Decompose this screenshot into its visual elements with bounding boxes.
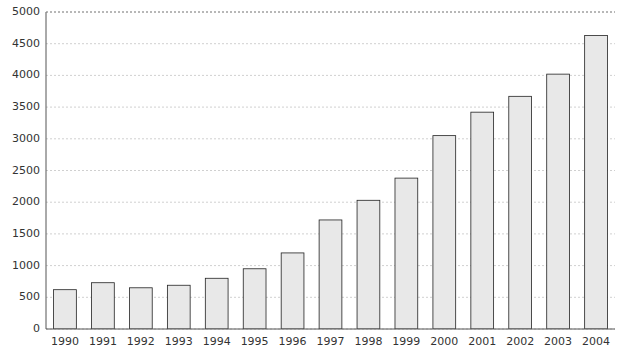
bar <box>319 220 342 329</box>
x-tick-label: 1991 <box>89 335 117 348</box>
x-axis-line <box>46 329 615 330</box>
top-border <box>46 12 615 13</box>
bar <box>205 278 228 329</box>
y-tick-label: 4000 <box>12 68 40 81</box>
x-tick-label: 1997 <box>317 335 345 348</box>
chart-svg: 0 500 1000 1500 2000 2500 3000 3500 4000 4500 5000… <box>0 0 627 357</box>
y-tick-label: 2000 <box>12 195 40 208</box>
bar <box>357 200 380 329</box>
y-tick-label: 500 <box>19 290 40 303</box>
x-tick-label: 2000 <box>430 335 458 348</box>
bar <box>281 253 304 329</box>
grid-line <box>46 75 615 76</box>
y-tick-labels: 0 500 1000 1500 2000 2500 3000 3500 4000 4500 5000 <box>12 5 40 335</box>
y-tick-label: 3500 <box>12 100 40 113</box>
x-tick-labels: 1990 1991 1992 1993 1994 1995 1996 1997 1998 1999… <box>51 335 610 348</box>
chart-container: 0 500 1000 1500 2000 2500 3000 3500 4000 4500 5000… <box>0 0 627 357</box>
bar <box>395 178 418 329</box>
axes <box>46 12 615 329</box>
bar <box>243 269 266 329</box>
x-tick-label: 1998 <box>354 335 382 348</box>
y-axis-line <box>46 12 47 329</box>
x-tick-label: 1994 <box>203 335 231 348</box>
x-tick-label: 2002 <box>506 335 534 348</box>
x-tick-label: 1993 <box>165 335 193 348</box>
x-tick-label: 1990 <box>51 335 79 348</box>
bars <box>54 35 608 329</box>
bar <box>129 288 152 329</box>
y-grid <box>46 12 615 329</box>
bar <box>54 290 77 329</box>
y-tick-label: 5000 <box>12 5 40 18</box>
bar <box>167 285 190 329</box>
bar <box>92 283 115 329</box>
grid-line <box>46 12 615 13</box>
y-tick-label: 2500 <box>12 164 40 177</box>
grid-line <box>46 43 615 44</box>
grid-line <box>46 329 615 330</box>
x-tick-label: 1995 <box>241 335 269 348</box>
y-tick-label: 1500 <box>12 227 40 240</box>
x-tick-label: 1999 <box>392 335 420 348</box>
x-tick-label: 2004 <box>582 335 610 348</box>
bar <box>509 96 532 329</box>
x-tick-label: 1996 <box>279 335 307 348</box>
y-tick-label: 1000 <box>12 259 40 272</box>
bar <box>471 112 494 329</box>
y-tick-label: 0 <box>33 322 40 335</box>
bar <box>585 35 608 329</box>
x-tick-label: 1992 <box>127 335 155 348</box>
x-tick-label: 2003 <box>544 335 572 348</box>
x-tick-label: 2001 <box>468 335 496 348</box>
y-tick-label: 3000 <box>12 132 40 145</box>
y-tick-label: 4500 <box>12 37 40 50</box>
page: {"chart_data": {"type": "bar", "categori… <box>0 0 627 357</box>
bar <box>547 74 570 329</box>
bar <box>433 136 456 329</box>
